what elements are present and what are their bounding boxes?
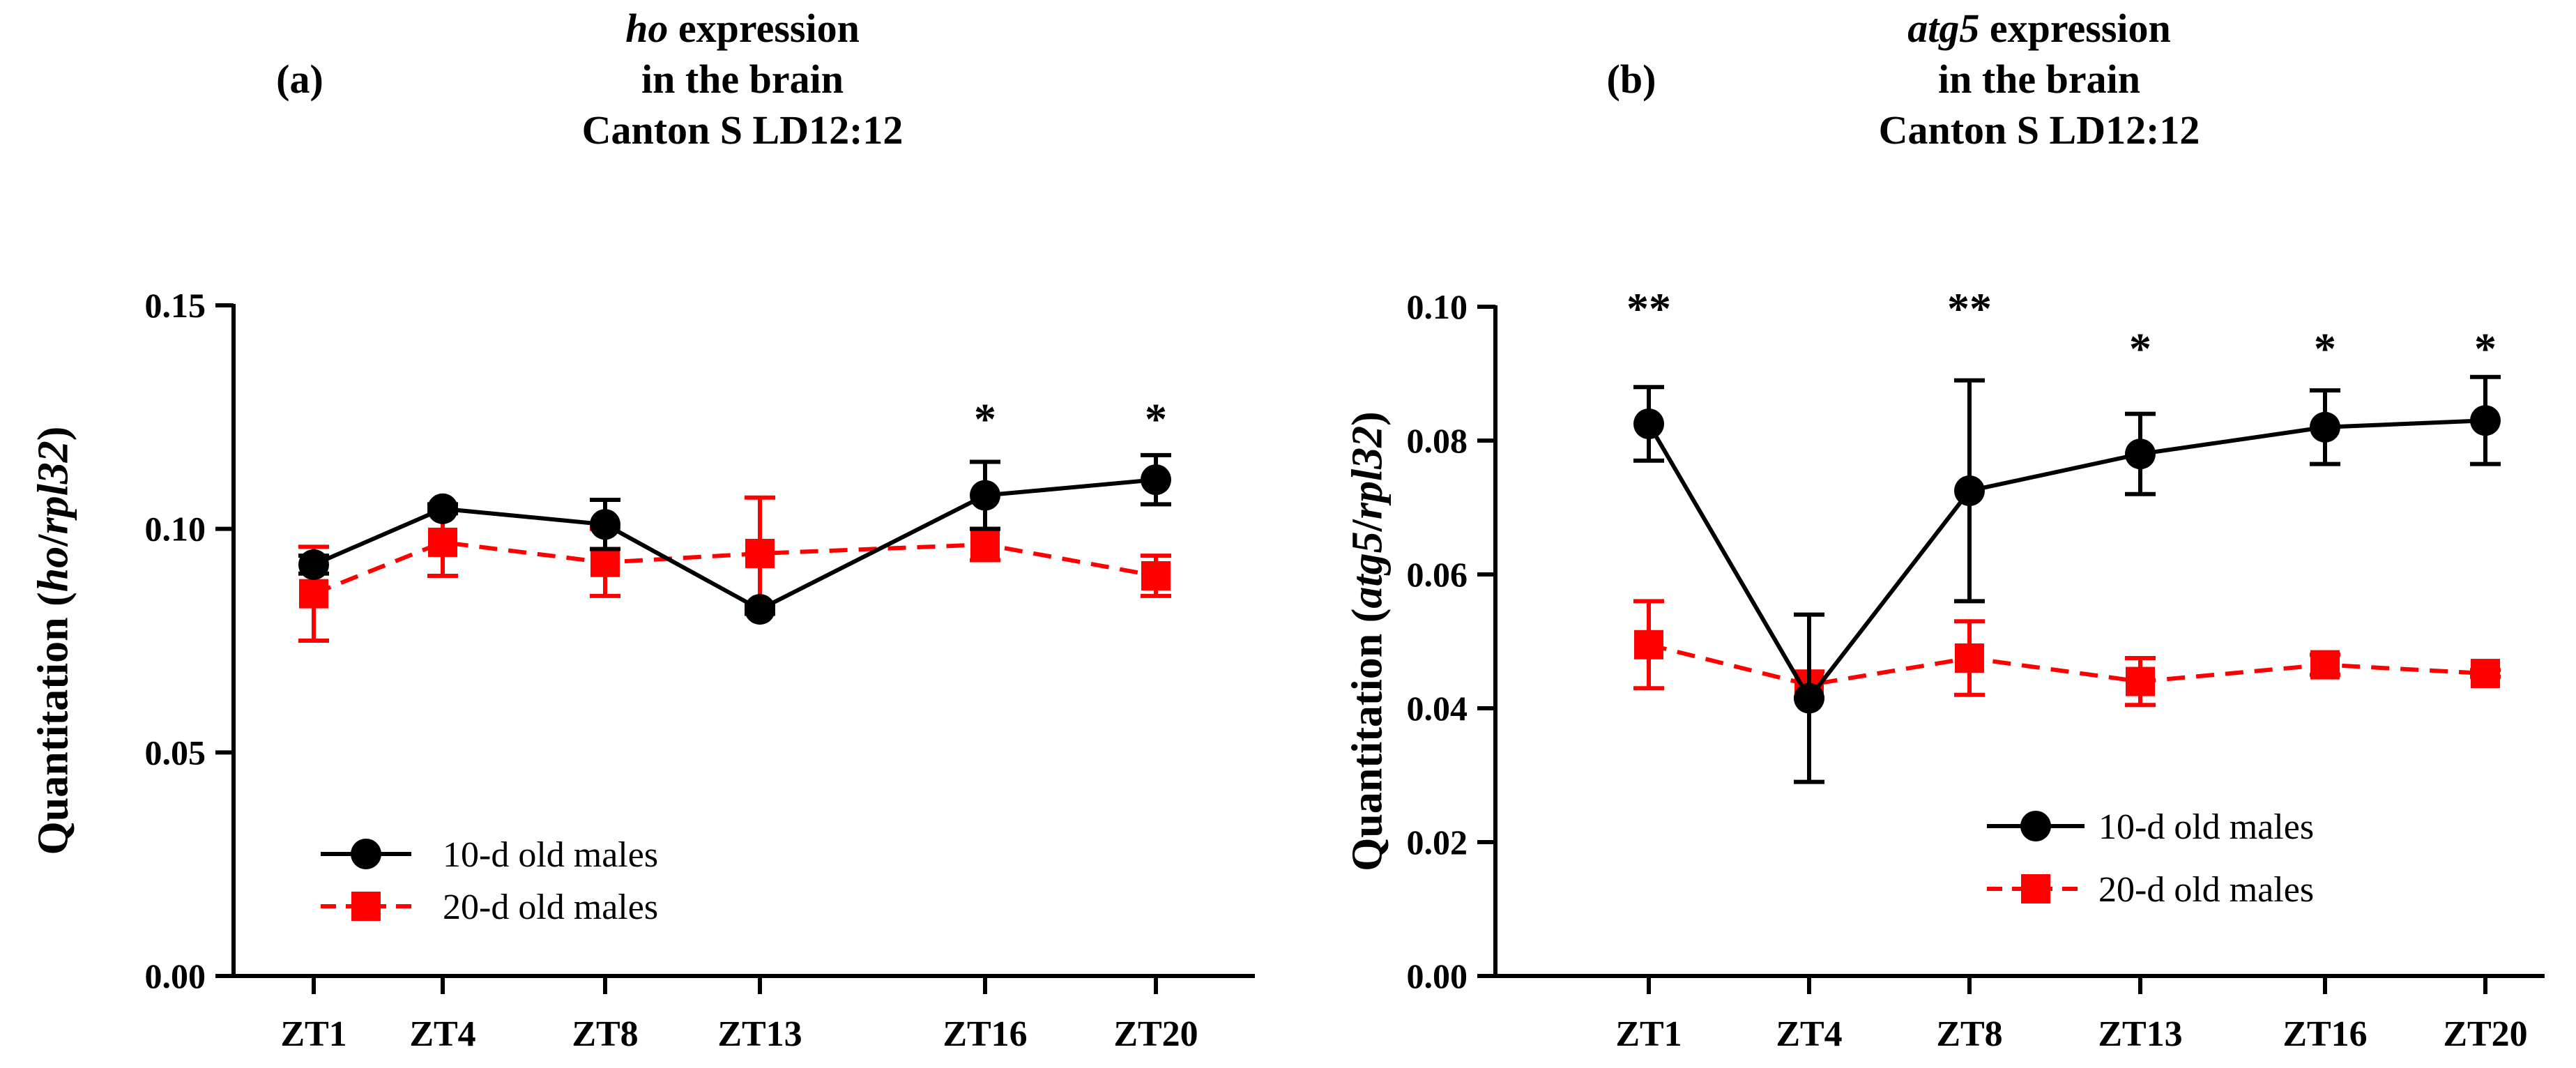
panel-b-x-tick-label: ZT20: [2443, 1014, 2527, 1054]
panel-b-significance-marker: *: [2129, 324, 2151, 374]
title-run: ho: [625, 6, 668, 51]
panel-b-significance-marker: **: [1626, 284, 1671, 333]
panel-b-y-tick-label: 0.02: [1407, 823, 1468, 862]
panel-a-title-line: ho expression: [625, 6, 860, 51]
panel-b-series-2-point: [2310, 650, 2340, 680]
panel-b-series-2-line: [1648, 642, 2486, 687]
panel-a-x-tick-label: ZT16: [943, 1014, 1027, 1054]
panel-b-series-1-point: [2125, 438, 2156, 470]
panel-a-y-tick-label: 0.05: [145, 733, 206, 772]
panel-a-series-1-point: [1141, 464, 1171, 496]
panel-a-series-1-point: [590, 509, 620, 540]
panel-b-y-tick-label: 0.00: [1407, 956, 1468, 995]
panel-b-y-tick-label: 0.10: [1407, 287, 1468, 326]
panel-b-y-tick-label: 0.06: [1407, 555, 1468, 594]
panel-b-x-tick-label: ZT8: [1936, 1014, 2002, 1054]
panel-b-label: (b): [1607, 56, 1656, 102]
panel-b-series-2-point: [2126, 666, 2155, 696]
panel-a-y-axis-label: Quantitation (ho/rpl32): [30, 427, 77, 855]
ylabel-run: atg5: [1344, 531, 1392, 608]
panel-a-title-line: Canton S LD12:12: [582, 107, 904, 153]
title-run: expression: [1979, 6, 2170, 51]
panel-a-x-tick-label: ZT8: [572, 1014, 638, 1054]
panel-b-title-line: atg5 expression: [1907, 6, 2171, 51]
panel-b-legend-label: 10-d old males: [2098, 807, 2314, 847]
panel-b-significance-marker: *: [2314, 324, 2336, 374]
panel-a-series-1-point: [427, 493, 458, 524]
panel-a-y-tick-label: 0.15: [145, 286, 206, 325]
ylabel-run: rpl32: [1344, 426, 1392, 519]
ylabel-run: Quantitation (: [1344, 609, 1392, 871]
panel-b-series-2-point: [1634, 630, 1663, 659]
title-run: Canton S LD12:12: [1879, 107, 2200, 153]
panel-a-series-2-point: [745, 538, 775, 568]
ylabel-run: rpl32: [30, 441, 77, 534]
title-run: Canton S LD12:12: [582, 107, 904, 153]
panel-a-legend-label: 20-d old males: [443, 887, 658, 927]
panel-b-series-1-point: [2310, 411, 2340, 443]
ylabel-run: ho: [30, 547, 77, 592]
panel-b-series-1-line: [1647, 418, 2486, 702]
panel-b-series-1-point: [2470, 405, 2501, 436]
panel-a-series-2-point: [428, 527, 457, 557]
panel-a-label: (a): [276, 56, 323, 102]
ylabel-run: /: [1344, 519, 1392, 532]
panel-a-x-tick-label: ZT13: [717, 1014, 802, 1054]
title-run: expression: [668, 6, 859, 51]
panel-a-series-2-point: [970, 530, 1000, 560]
panel-a-title-line: in the brain: [641, 56, 844, 102]
panel-a-series-1-line: [312, 478, 1157, 612]
panel-b-y-tick-label: 0.04: [1407, 689, 1468, 728]
panel-a-chart: (a) ho expression in the brain Canton S LD1…: [30, 6, 1255, 1054]
panel-a-y-tick-label: 0.00: [145, 956, 206, 995]
panel-a-x-tick-label: ZT4: [409, 1014, 475, 1054]
title-run: in the brain: [641, 56, 844, 102]
panel-b-legend-marker: [2020, 811, 2051, 841]
panel-b-x-tick-label: ZT16: [2282, 1014, 2367, 1054]
panel-a-legend-label: 10-d old males: [443, 835, 658, 875]
panel-a-series-1-point: [745, 594, 775, 625]
panel-b-title-line: in the brain: [1938, 56, 2140, 102]
panel-b-legend-label: 20-d old males: [2098, 870, 2314, 910]
panel-a-series-2-line: [312, 540, 1157, 596]
panel-a-series-1-point: [970, 480, 1000, 511]
panel-a-series-2-point: [590, 547, 620, 577]
panel-a-significance-marker: *: [1145, 394, 1167, 443]
panel-b-series-2-point: [1955, 643, 1984, 673]
panel-b-x-tick-label: ZT4: [1776, 1014, 1842, 1054]
ylabel-run: ): [1344, 411, 1392, 426]
panel-a-legend-marker: [351, 892, 381, 921]
panel-b-legend-marker: [2021, 874, 2050, 903]
panel-a-x-tick-label: ZT1: [280, 1014, 346, 1054]
panel-b-x-tick-label: ZT13: [2098, 1014, 2182, 1054]
ylabel-run: Quantitation (: [30, 592, 77, 855]
panel-b-y-axis-label: Quantitation (atg5/rpl32): [1344, 411, 1392, 871]
panel-a-y-tick-label: 0.10: [145, 510, 206, 549]
panel-b-chart: (b) atg5 expression in the brain Canton S L…: [1344, 6, 2545, 1054]
title-run: in the brain: [1938, 56, 2140, 102]
panel-b-series-2-point: [2471, 659, 2500, 689]
panel-b-x-tick-label: ZT1: [1615, 1014, 1682, 1054]
panel-a-legend-marker: [351, 839, 381, 869]
panel-b-series-1-point: [1633, 409, 1664, 439]
title-run: atg5: [1907, 6, 1979, 51]
panel-a-significance-marker: *: [974, 394, 996, 443]
panel-b-series-1-point: [1954, 475, 1985, 506]
panel-a-series-2-point: [1141, 561, 1171, 591]
ylabel-run: ): [30, 427, 77, 441]
panel-b-series-1-point: [1794, 682, 1824, 714]
panel-b-title-line: Canton S LD12:12: [1879, 107, 2200, 153]
ylabel-run: /: [30, 534, 77, 547]
panel-a-series-2-point: [299, 579, 328, 609]
panel-a-x-tick-label: ZT20: [1113, 1014, 1198, 1054]
panel-b-significance-marker: *: [2474, 324, 2497, 374]
panel-a-series-1-point: [298, 549, 329, 580]
panel-b-significance-marker: **: [1947, 284, 1992, 333]
panel-b-y-tick-label: 0.08: [1407, 421, 1468, 460]
